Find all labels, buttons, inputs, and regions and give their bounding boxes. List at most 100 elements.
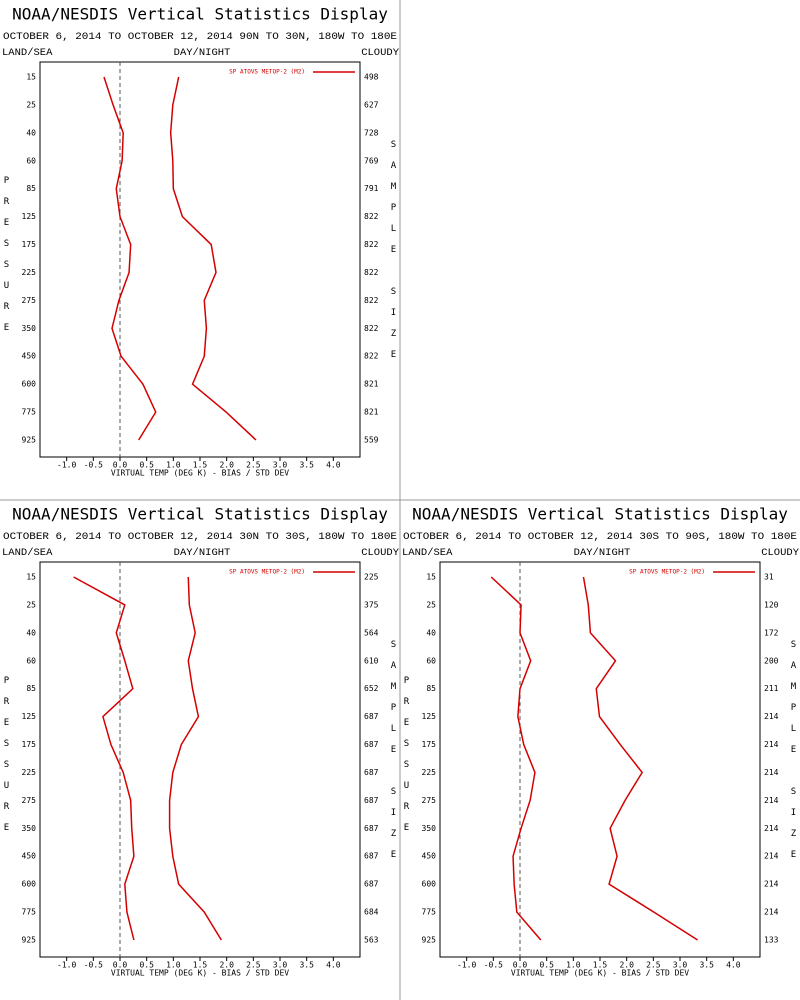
y-tick-label: 225	[22, 268, 37, 277]
x-tick-label: -1.0	[57, 961, 76, 970]
sample-size-label: 559	[364, 436, 379, 445]
legend-label: SP ATOVS METOP-2 (M2)	[229, 69, 305, 76]
y-tick-label: 175	[422, 740, 437, 749]
x-tick-label: 2.5	[246, 961, 261, 970]
sample-size-label: 687	[364, 824, 379, 833]
sample-size-label: 687	[364, 712, 379, 721]
sample-size-label: 214	[764, 712, 779, 721]
x-tick-label: 0.0	[113, 461, 128, 470]
x-tick-label: 1.0	[166, 461, 181, 470]
y-tick-label: 450	[22, 352, 37, 361]
sample-size-label: 687	[364, 768, 379, 777]
sample-size-label: 214	[764, 880, 779, 889]
sample-size-label: 822	[364, 324, 379, 333]
x-tick-label: 0.0	[513, 961, 528, 970]
y-tick-label: 60	[426, 656, 436, 665]
x-tick-label: 0.5	[139, 461, 154, 470]
header-left: LAND/SEA	[2, 47, 53, 59]
x-tick-label: -0.5	[484, 961, 503, 970]
x-tick-label: 1.0	[566, 961, 581, 970]
y-tick-label: 925	[22, 436, 37, 445]
sample-size-label: 687	[364, 796, 379, 805]
sample-size-label: 822	[364, 352, 379, 361]
chart-title: NOAA/NESDIS Vertical Statistics Display	[12, 505, 388, 524]
y-tick-label: 15	[26, 573, 36, 582]
y-tick-label: 225	[22, 768, 37, 777]
legend-label: SP ATOVS METOP-2 (M2)	[229, 569, 305, 576]
sample-size-label: 225	[364, 573, 379, 582]
y-tick-label: 40	[426, 628, 436, 637]
y-tick-label: 275	[22, 796, 37, 805]
chart-subtitle: OCTOBER 6, 2014 TO OCTOBER 12, 2014 90N …	[3, 31, 397, 43]
series-line	[168, 576, 222, 941]
y-tick-label: 450	[22, 852, 37, 861]
x-tick-label: 1.5	[193, 961, 208, 970]
header-right: CLOUDY	[361, 547, 400, 559]
y-tick-label: 40	[26, 628, 36, 637]
sample-size-label: 610	[364, 656, 379, 665]
series-line	[169, 76, 257, 441]
sample-size-label: 214	[764, 908, 779, 917]
y2-axis-label: SAMPLE SIZE	[789, 640, 799, 871]
sample-size-label: 822	[364, 268, 379, 277]
y-tick-label: 25	[26, 100, 36, 109]
series-line	[73, 576, 135, 941]
x-tick-label: 0.0	[113, 961, 128, 970]
x-tick-label: 3.5	[299, 961, 314, 970]
y-tick-label: 350	[22, 324, 37, 333]
header-center: DAY/NIGHT	[574, 547, 631, 559]
y-tick-label: 775	[422, 908, 437, 917]
sample-size-label: 563	[364, 936, 379, 945]
y-tick-label: 275	[22, 296, 37, 305]
sample-size-label: 821	[364, 408, 379, 417]
sample-size-label: 133	[764, 936, 779, 945]
y-axis-label: PRESSURE	[2, 676, 12, 844]
y-tick-label: 85	[426, 684, 436, 693]
sample-size-label: 822	[364, 296, 379, 305]
x-tick-label: 2.5	[646, 961, 661, 970]
y-tick-label: 225	[422, 768, 437, 777]
y-tick-label: 450	[422, 852, 437, 861]
legend-label: SP ATOVS METOP-2 (M2)	[629, 569, 705, 576]
y-tick-label: 275	[422, 796, 437, 805]
y-tick-label: 175	[22, 240, 37, 249]
x-tick-label: 3.0	[273, 961, 288, 970]
x-tick-label: 1.5	[193, 461, 208, 470]
x-tick-label: 3.0	[273, 461, 288, 470]
header-center: DAY/NIGHT	[174, 547, 231, 559]
chart-title: NOAA/NESDIS Vertical Statistics Display	[12, 5, 388, 24]
x-tick-label: 2.0	[219, 461, 234, 470]
x-tick-label: 4.0	[726, 961, 741, 970]
x-tick-label: 3.5	[699, 961, 714, 970]
header-right: CLOUDY	[361, 47, 400, 59]
x-tick-label: 4.0	[326, 961, 341, 970]
sample-size-label: 791	[364, 184, 379, 193]
chart-subtitle: OCTOBER 6, 2014 TO OCTOBER 12, 2014 30S …	[403, 531, 797, 543]
series-line	[582, 576, 699, 941]
x-tick-label: 1.0	[166, 961, 181, 970]
y-tick-label: 25	[26, 600, 36, 609]
y-tick-label: 125	[422, 712, 437, 721]
y-tick-label: 85	[26, 684, 36, 693]
header-right: CLOUDY	[761, 547, 800, 559]
series-line	[103, 76, 157, 441]
sample-size-label: 769	[364, 156, 379, 165]
x-tick-label: -1.0	[457, 961, 476, 970]
y-tick-label: 60	[26, 156, 36, 165]
header-left: LAND/SEA	[402, 547, 453, 559]
x-tick-label: 0.5	[139, 961, 154, 970]
sample-size-label: 822	[364, 212, 379, 221]
y-tick-label: 125	[22, 712, 37, 721]
sample-size-label: 687	[364, 852, 379, 861]
sample-size-label: 214	[764, 824, 779, 833]
x-tick-label: 3.5	[299, 461, 314, 470]
series-line	[490, 576, 542, 941]
y-tick-label: 925	[22, 936, 37, 945]
y-tick-label: 350	[422, 824, 437, 833]
y2-axis-label: SAMPLE SIZE	[389, 140, 399, 371]
y-tick-label: 600	[22, 880, 37, 889]
sample-size-label: 120	[764, 600, 779, 609]
y-tick-label: 40	[26, 128, 36, 137]
sample-size-label: 564	[364, 628, 379, 637]
